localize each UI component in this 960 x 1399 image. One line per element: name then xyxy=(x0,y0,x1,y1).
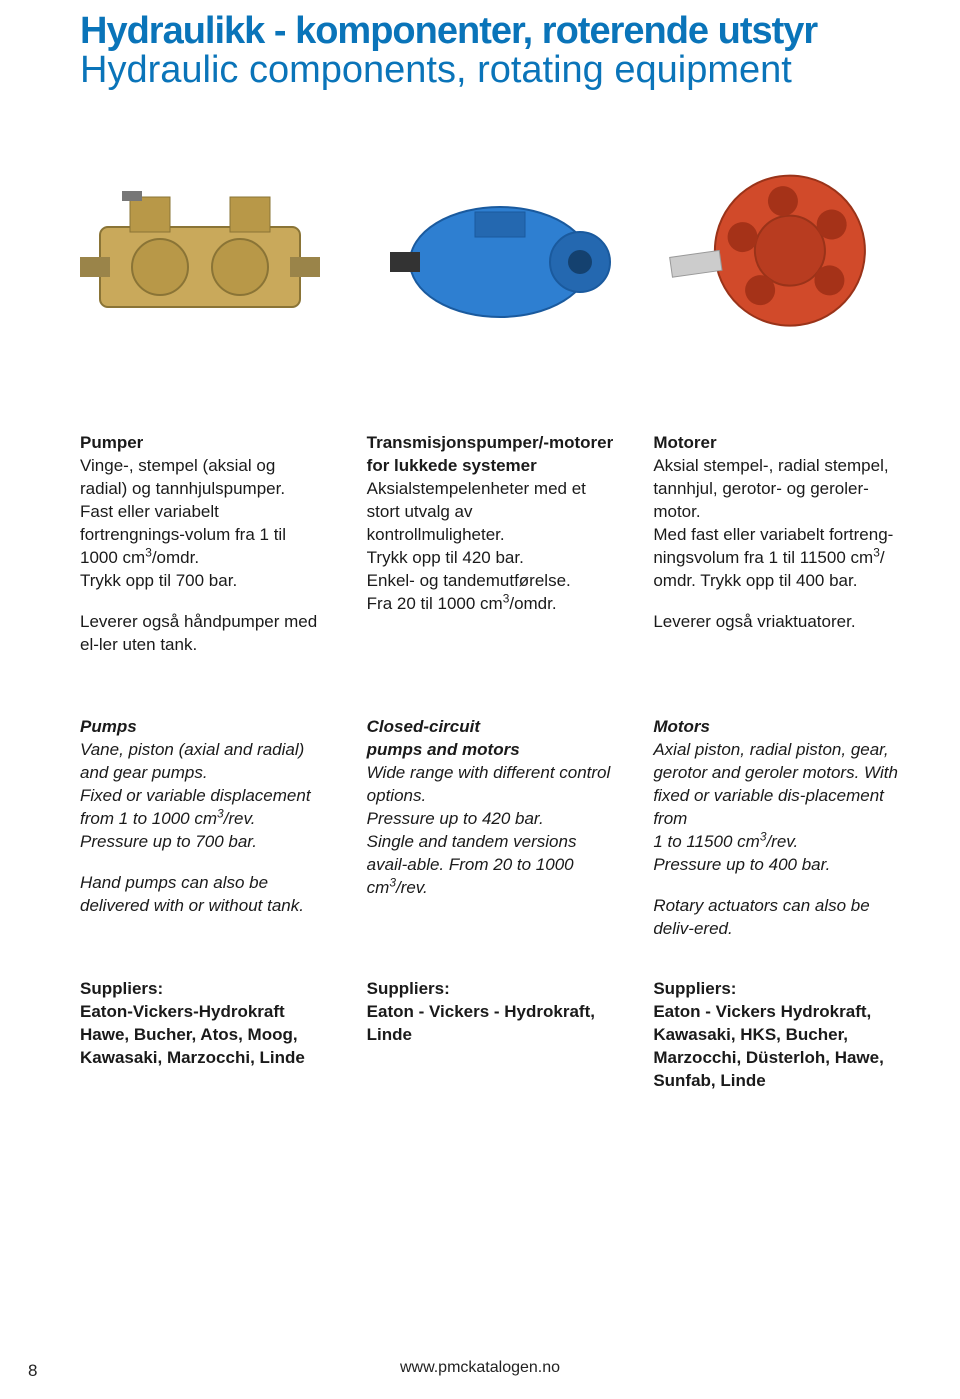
suppliers-columns: Suppliers: Eaton-Vickers-Hydrokraft Hawe… xyxy=(80,978,900,1130)
nor-motors-p2: Med fast eller variabelt fortreng-ningsv… xyxy=(653,524,900,593)
product-image-pump xyxy=(80,167,340,337)
nor-pumps-p1: Vinge-, stempel (aksial og radial) og ta… xyxy=(80,455,327,501)
eng-motors-head: Motors xyxy=(653,716,900,739)
nor-motors-head: Motorer xyxy=(653,432,900,455)
eng-cc-p1: Wide range with different control option… xyxy=(367,762,614,808)
eng-motors-p2: Pressure up to 400 bar. xyxy=(653,854,900,877)
nor-pumps-p2: Fast eller variabelt fortrengnings-volum… xyxy=(80,501,327,570)
nor-motors-p3: Leverer også vriaktuatorer. xyxy=(653,611,900,634)
eng-pumps-p1: Vane, piston (axial and radial) and gear… xyxy=(80,739,327,785)
nor-trans-p1: Aksialstempelenheter med et stort utvalg… xyxy=(367,478,614,547)
product-image-transmission xyxy=(380,167,620,337)
product-image-motor xyxy=(660,157,900,347)
eng-motors-p3: Rotary actuators can also be deliv-ered. xyxy=(653,895,900,941)
suppliers-col1: Suppliers: Eaton-Vickers-Hydrokraft Hawe… xyxy=(80,978,327,1070)
suppliers-col3: Suppliers: Eaton - Vickers Hydrokraft, K… xyxy=(653,978,900,1130)
nor-col-transmission: Transmisjonspumper/-motorer for lukkede … xyxy=(367,432,614,656)
eng-pumps-head: Pumps xyxy=(80,716,327,739)
eng-cc-p3: Single and tandem versions avail-able. F… xyxy=(367,831,614,900)
eng-pumps-p3: Pressure up to 700 bar. xyxy=(80,831,327,854)
nor-col-motors: Motorer Aksial stempel-, radial stempel,… xyxy=(653,432,900,716)
suppliers-list-3: Eaton - Vickers Hydrokraft, Kawasaki, HK… xyxy=(653,1001,900,1093)
suppliers-list-2: Eaton - Vickers - Hydrokraft, Linde xyxy=(367,1001,614,1047)
eng-col-closed-circuit: Closed-circuit pumps and motors Wide ran… xyxy=(367,716,614,918)
suppliers-label-1: Suppliers: xyxy=(80,978,327,1001)
norwegian-columns: Pumper Vinge-, stempel (aksial og radial… xyxy=(80,432,900,716)
nor-pumps-head: Pumper xyxy=(80,432,327,455)
suppliers-label-3: Suppliers: xyxy=(653,978,900,1001)
footer-url: www.pmckatalogen.no xyxy=(0,1359,960,1377)
eng-cc-head2: pumps and motors xyxy=(367,739,614,762)
nor-trans-p4: Fra 20 til 1000 cm3/omdr. xyxy=(367,593,614,616)
eng-motors-p1: Axial piston, radial piston, gear, gerot… xyxy=(653,739,900,854)
product-image-row xyxy=(80,152,900,352)
page-title-main: Hydraulikk - komponenter, roterende utst… xyxy=(80,10,900,53)
suppliers-label-2: Suppliers: xyxy=(367,978,614,1001)
eng-col-pumps: Pumps Vane, piston (axial and radial) an… xyxy=(80,716,327,918)
nor-trans-p3: Enkel- og tandemutførelse. xyxy=(367,570,614,593)
eng-col-motors: Motors Axial piston, radial piston, gear… xyxy=(653,716,900,978)
page-number: 8 xyxy=(28,1361,37,1381)
nor-pumps-p3: Trykk opp til 700 bar. xyxy=(80,570,327,593)
english-columns: Pumps Vane, piston (axial and radial) an… xyxy=(80,716,900,978)
eng-pumps-p2: Fixed or variable displacement from 1 to… xyxy=(80,785,327,831)
nor-motors-p1: Aksial stempel-, radial stempel, tannhju… xyxy=(653,455,900,524)
suppliers-list-1: Eaton-Vickers-Hydrokraft Hawe, Bucher, A… xyxy=(80,1001,327,1070)
nor-trans-p2: Trykk opp til 420 bar. xyxy=(367,547,614,570)
suppliers-col2: Suppliers: Eaton - Vickers - Hydrokraft,… xyxy=(367,978,614,1070)
nor-pumps-p4: Leverer også håndpumper med el-ler uten … xyxy=(80,611,327,657)
nor-trans-head: Transmisjonspumper/-motorer for lukkede … xyxy=(367,432,614,478)
title-block: Hydraulikk - komponenter, roterende utst… xyxy=(80,0,900,92)
nor-col-pumps: Pumper Vinge-, stempel (aksial og radial… xyxy=(80,432,327,656)
eng-cc-p2: Pressure up to 420 bar. xyxy=(367,808,614,831)
eng-cc-head1: Closed-circuit xyxy=(367,716,614,739)
page-title-sub: Hydraulic components, rotating equipment xyxy=(80,49,900,92)
eng-pumps-p4: Hand pumps can also be delivered with or… xyxy=(80,872,327,918)
